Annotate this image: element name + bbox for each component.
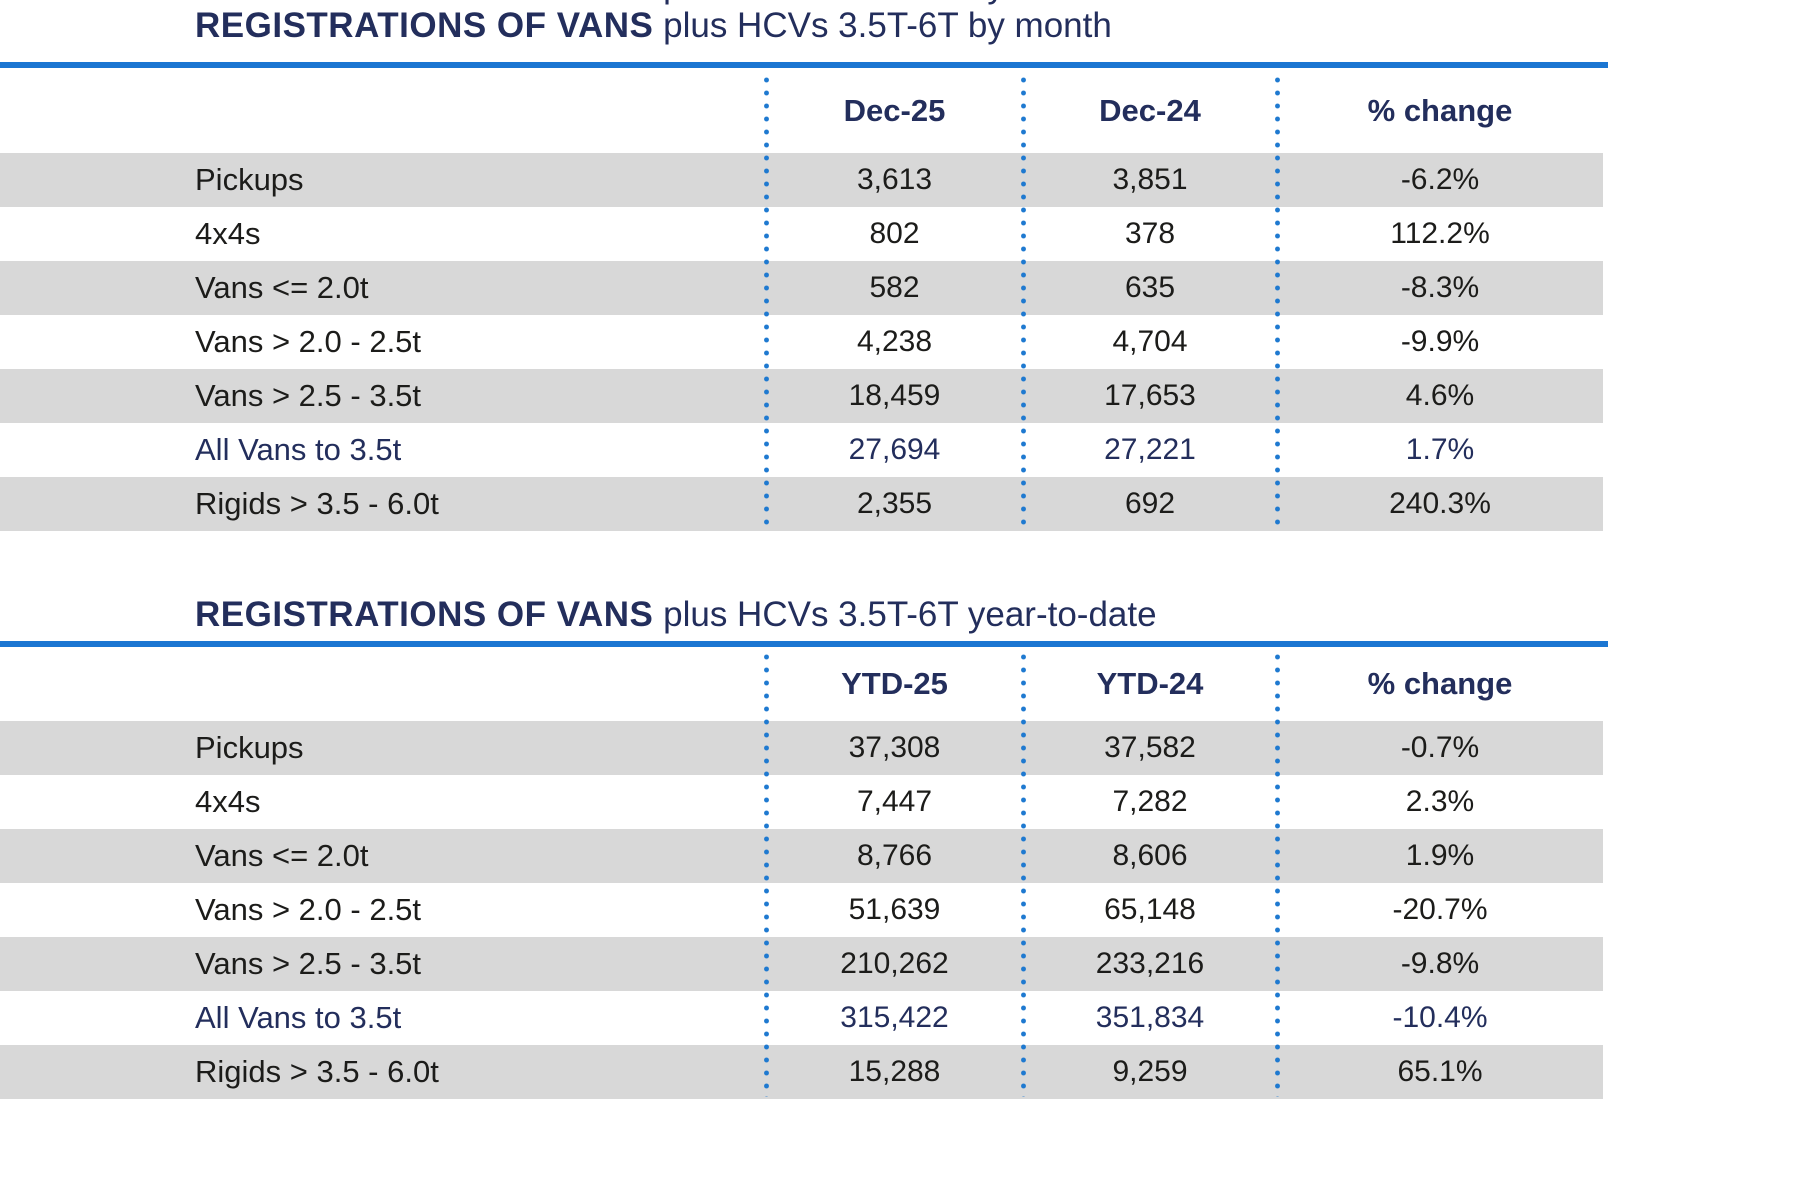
value-current: 27,694 [848, 433, 941, 466]
value-previous: 378 [1124, 217, 1176, 250]
row-label: All Vans to 3.5t [195, 1000, 402, 1035]
row-label: 4x4s [195, 216, 261, 251]
table-row: Pickups 37,308 37,582 -0.7% [0, 721, 1603, 775]
table-row-total: All Vans to 3.5t 27,694 27,221 1.7% [0, 423, 1603, 477]
value-pct-change: 1.7% [1405, 433, 1475, 466]
row-label: Vans > 2.0 - 2.5t [195, 892, 422, 927]
value-current: 51,639 [848, 893, 941, 926]
monthly-title-bold: REGISTRATIONS OF VANS [195, 6, 654, 45]
col-header-dec-24: Dec-24 [1099, 92, 1201, 128]
col-header-pct-change: % change [1367, 666, 1513, 701]
value-current: 15,288 [848, 1055, 941, 1088]
monthly-title-rest: plus HCVs 3.5T-6T by month [653, 6, 1112, 45]
cropped-text-rest: plus HCVs 3.5T-6T by month [653, 0, 1112, 5]
table-row: Rigids > 3.5 - 6.0t 15,288 9,259 65.1% [0, 1045, 1603, 1099]
value-pct-change: -9.9% [1400, 325, 1480, 358]
row-label: Vans > 2.5 - 3.5t [195, 946, 422, 981]
value-pct-change: 112.2% [1390, 217, 1490, 250]
row-label: All Vans to 3.5t [195, 432, 402, 467]
col-header-ytd-25: YTD-25 [841, 666, 948, 701]
value-current: 37,308 [848, 731, 941, 764]
value-previous: 7,282 [1112, 785, 1188, 818]
value-pct-change: 240.3% [1389, 487, 1491, 520]
value-previous: 27,221 [1104, 433, 1196, 466]
value-pct-change: 4.6% [1405, 379, 1475, 412]
value-pct-change: -10.4% [1392, 1001, 1488, 1034]
value-current: 8,766 [856, 839, 933, 872]
ytd-table-title: REGISTRATIONS OF VANS plus HCVs 3.5T-6T … [195, 595, 1157, 635]
value-current: 2,355 [856, 487, 933, 520]
value-previous: 692 [1124, 487, 1176, 520]
monthly-header-row: Dec-25 Dec-24 % change [0, 68, 1603, 153]
value-pct-change: -8.3% [1400, 271, 1480, 304]
value-current: 315,422 [840, 1001, 949, 1034]
value-previous: 4,704 [1112, 325, 1188, 358]
table-row: Vans > 2.5 - 3.5t 210,262 233,216 -9.8% [0, 937, 1603, 991]
value-previous: 9,259 [1112, 1055, 1188, 1088]
monthly-table: Dec-25 Dec-24 % change Pickups 3,613 3,8… [0, 68, 1603, 531]
row-label: Pickups [195, 162, 304, 197]
value-current: 582 [869, 271, 920, 304]
value-previous: 233,216 [1095, 947, 1205, 980]
row-label: Pickups [195, 730, 304, 765]
table-row: Rigids > 3.5 - 6.0t 2,355 692 240.3% [0, 477, 1603, 531]
table-row: 4x4s 7,447 7,282 2.3% [0, 775, 1603, 829]
value-pct-change: -9.8% [1400, 947, 1480, 980]
table-row: Vans <= 2.0t 8,766 8,606 1.9% [0, 829, 1603, 883]
value-current: 18,459 [848, 379, 941, 412]
value-previous: 37,582 [1104, 731, 1196, 764]
value-current: 210,262 [840, 947, 949, 980]
value-pct-change: 2.3% [1405, 785, 1475, 818]
table-row: Vans > 2.0 - 2.5t 51,639 65,148 -20.7% [0, 883, 1603, 937]
table-row: Vans > 2.0 - 2.5t 4,238 4,704 -9.9% [0, 315, 1603, 369]
ytd-title-rest: plus HCVs 3.5T-6T year-to-date [653, 595, 1157, 634]
ytd-title-rule [0, 641, 1608, 647]
value-current: 3,613 [856, 163, 933, 196]
value-previous: 17,653 [1104, 379, 1196, 412]
value-pct-change: -20.7% [1392, 893, 1488, 926]
value-previous: 635 [1124, 271, 1176, 304]
cropped-text-bold: REGISTRATIONS OF VANS [195, 0, 653, 5]
table-row: Pickups 3,613 3,851 -6.2% [0, 153, 1603, 207]
row-label: Vans <= 2.0t [195, 838, 369, 873]
value-previous: 8,606 [1112, 839, 1188, 872]
row-label: Rigids > 3.5 - 6.0t [195, 486, 439, 521]
value-pct-change: 1.9% [1405, 839, 1475, 872]
value-pct-change: 65.1% [1397, 1055, 1483, 1088]
value-current: 802 [869, 217, 920, 250]
monthly-title-rule [0, 62, 1608, 68]
col-header-dec-25: Dec-25 [843, 92, 946, 128]
monthly-table-title: REGISTRATIONS OF VANS plus HCVs 3.5T-6T … [195, 6, 1112, 46]
col-header-pct-change: % change [1367, 92, 1513, 128]
cropped-text-fragment: REGISTRATIONS OF VANS plus HCVs 3.5T-6T … [195, 0, 1545, 9]
col-header-ytd-24: YTD-24 [1096, 666, 1204, 701]
row-label: Vans > 2.5 - 3.5t [195, 378, 422, 413]
value-current: 4,238 [856, 325, 933, 358]
value-pct-change: -6.2% [1400, 163, 1480, 196]
ytd-title-bold: REGISTRATIONS OF VANS [195, 595, 654, 634]
ytd-table: YTD-25 YTD-24 % change Pickups 37,308 37… [0, 647, 1603, 1099]
table-row: Vans <= 2.0t 582 635 -8.3% [0, 261, 1603, 315]
row-label: Vans > 2.0 - 2.5t [195, 324, 422, 359]
row-label: 4x4s [195, 784, 261, 819]
value-current: 7,447 [856, 785, 933, 818]
row-label: Vans <= 2.0t [195, 270, 369, 305]
value-pct-change: -0.7% [1400, 731, 1480, 764]
table-row-total: All Vans to 3.5t 315,422 351,834 -10.4% [0, 991, 1603, 1045]
table-row: Vans > 2.5 - 3.5t 18,459 17,653 4.6% [0, 369, 1603, 423]
value-previous: 65,148 [1104, 893, 1196, 926]
row-label: Rigids > 3.5 - 6.0t [195, 1054, 439, 1089]
value-previous: 3,851 [1112, 163, 1188, 196]
table-row: 4x4s 802 378 112.2% [0, 207, 1603, 261]
value-previous: 351,834 [1095, 1001, 1205, 1034]
ytd-header-row: YTD-25 YTD-24 % change [0, 647, 1603, 721]
